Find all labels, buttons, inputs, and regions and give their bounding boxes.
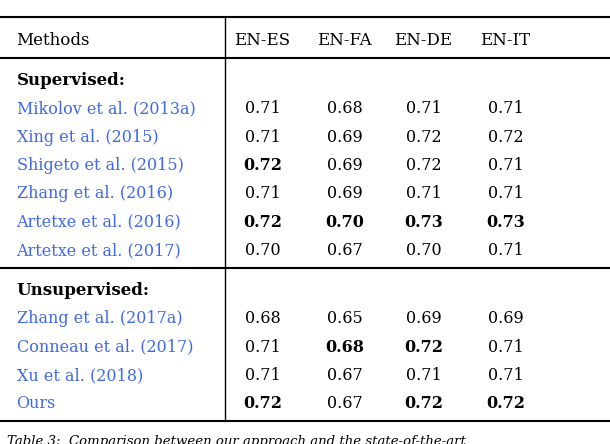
Text: 0.71: 0.71 xyxy=(245,338,281,356)
Text: Supervised:: Supervised: xyxy=(16,72,126,89)
Text: 0.71: 0.71 xyxy=(487,157,523,174)
Text: Methods: Methods xyxy=(16,32,90,49)
Text: 0.69: 0.69 xyxy=(487,310,523,327)
Text: Artetxe et al. (2016): Artetxe et al. (2016) xyxy=(16,214,181,230)
Text: 0.72: 0.72 xyxy=(486,395,525,412)
Text: Zhang et al. (2016): Zhang et al. (2016) xyxy=(16,185,173,202)
Text: EN-FA: EN-FA xyxy=(317,32,371,49)
Text: EN-IT: EN-IT xyxy=(480,32,531,49)
Text: 0.72: 0.72 xyxy=(404,395,443,412)
Text: Ours: Ours xyxy=(16,395,56,412)
Text: 0.71: 0.71 xyxy=(487,367,523,384)
Text: 0.67: 0.67 xyxy=(326,367,362,384)
Text: 0.71: 0.71 xyxy=(406,367,441,384)
Text: 0.73: 0.73 xyxy=(486,214,525,230)
Text: Table 3:  Comparison between our approach and the state-of-the-art: Table 3: Comparison between our approach… xyxy=(7,435,466,444)
Text: 0.71: 0.71 xyxy=(245,100,281,117)
Text: 0.69: 0.69 xyxy=(326,185,362,202)
Text: 0.72: 0.72 xyxy=(406,128,441,146)
Text: Xu et al. (2018): Xu et al. (2018) xyxy=(16,367,143,384)
Text: 0.70: 0.70 xyxy=(245,242,281,259)
Text: 0.71: 0.71 xyxy=(406,100,441,117)
Text: 0.67: 0.67 xyxy=(326,395,362,412)
Text: Zhang et al. (2017a): Zhang et al. (2017a) xyxy=(16,310,182,327)
Text: 0.72: 0.72 xyxy=(404,338,443,356)
Text: 0.69: 0.69 xyxy=(326,157,362,174)
Text: 0.72: 0.72 xyxy=(406,157,441,174)
Text: 0.72: 0.72 xyxy=(487,128,523,146)
Text: 0.71: 0.71 xyxy=(406,185,441,202)
Text: 0.65: 0.65 xyxy=(326,310,362,327)
Text: 0.68: 0.68 xyxy=(245,310,281,327)
Text: Unsupervised:: Unsupervised: xyxy=(16,282,149,299)
Text: 0.71: 0.71 xyxy=(245,128,281,146)
Text: 0.72: 0.72 xyxy=(243,214,282,230)
Text: Conneau et al. (2017): Conneau et al. (2017) xyxy=(16,338,193,356)
Text: 0.69: 0.69 xyxy=(406,310,441,327)
Text: 0.68: 0.68 xyxy=(325,338,364,356)
Text: 0.69: 0.69 xyxy=(326,128,362,146)
Text: 0.71: 0.71 xyxy=(487,242,523,259)
Text: 0.70: 0.70 xyxy=(406,242,441,259)
Text: 0.71: 0.71 xyxy=(487,338,523,356)
Text: 0.72: 0.72 xyxy=(243,395,282,412)
Text: 0.67: 0.67 xyxy=(326,242,362,259)
Text: 0.70: 0.70 xyxy=(325,214,364,230)
Text: Artetxe et al. (2017): Artetxe et al. (2017) xyxy=(16,242,181,259)
Text: Xing et al. (2015): Xing et al. (2015) xyxy=(16,128,158,146)
Text: EN-ES: EN-ES xyxy=(234,32,290,49)
Text: 0.71: 0.71 xyxy=(245,185,281,202)
Text: 0.71: 0.71 xyxy=(245,367,281,384)
Text: 0.72: 0.72 xyxy=(243,157,282,174)
Text: Mikolov et al. (2013a): Mikolov et al. (2013a) xyxy=(16,100,195,117)
Text: 0.73: 0.73 xyxy=(404,214,443,230)
Text: EN-DE: EN-DE xyxy=(394,32,453,49)
Text: 0.71: 0.71 xyxy=(487,185,523,202)
Text: Shigeto et al. (2015): Shigeto et al. (2015) xyxy=(16,157,184,174)
Text: 0.68: 0.68 xyxy=(326,100,362,117)
Text: 0.71: 0.71 xyxy=(487,100,523,117)
